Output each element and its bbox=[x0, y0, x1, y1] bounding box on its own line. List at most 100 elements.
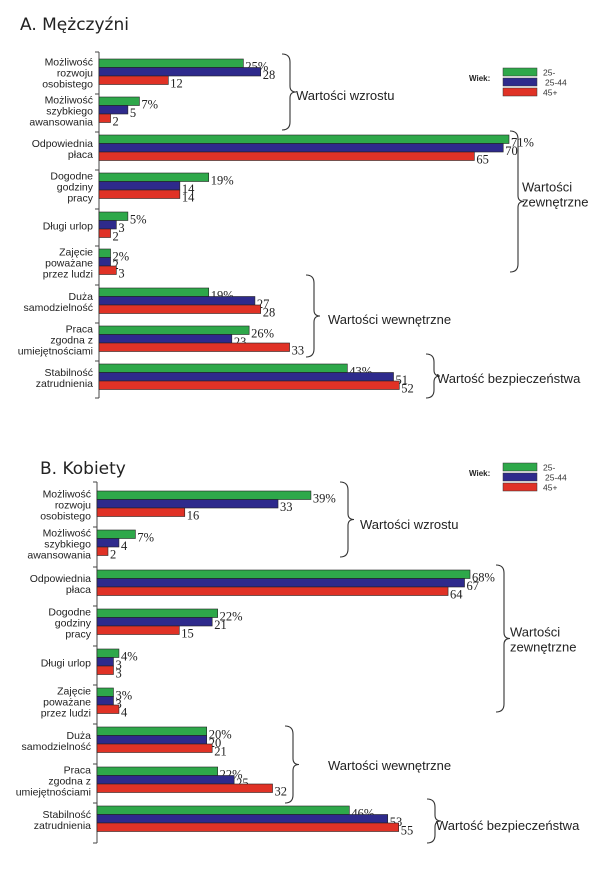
bar-45plus bbox=[96, 507, 186, 517]
bar-25minus44 bbox=[96, 657, 114, 667]
bar-25minus bbox=[96, 766, 218, 776]
category-label: Odpowiednia bbox=[30, 573, 91, 585]
data-label: 65 bbox=[476, 153, 489, 167]
legend-title: Wiek: bbox=[469, 74, 490, 83]
legend-swatch bbox=[502, 462, 538, 472]
bar-45plus bbox=[96, 665, 114, 675]
bar-25minus44 bbox=[96, 735, 208, 745]
category-label: szybkiego bbox=[46, 105, 93, 117]
data-label: 20% bbox=[209, 728, 232, 742]
data-label: 7% bbox=[137, 531, 154, 545]
category-label: samodzielność bbox=[24, 302, 93, 314]
bar-25minus bbox=[98, 211, 129, 221]
bar-25minus bbox=[96, 687, 114, 697]
legend-swatch bbox=[502, 67, 538, 77]
data-label: 28 bbox=[263, 306, 276, 320]
data-label: 67 bbox=[467, 579, 480, 593]
bar-45plus bbox=[96, 783, 273, 793]
category-label: przez ludzi bbox=[43, 268, 93, 280]
legend-swatch bbox=[502, 472, 538, 482]
group-label: Wartości bbox=[522, 180, 572, 195]
data-label: 5 bbox=[130, 106, 136, 120]
data-label: 68% bbox=[472, 571, 495, 585]
category-label: umiejętnościami bbox=[16, 786, 91, 798]
data-label: 70 bbox=[505, 144, 518, 158]
bar-45plus bbox=[98, 380, 400, 390]
legend-swatch bbox=[502, 87, 538, 97]
data-label: 2% bbox=[113, 250, 130, 264]
category-label: przez ludzi bbox=[41, 707, 91, 719]
category-label: szybkiego bbox=[44, 538, 91, 550]
panel-title: A. Mężczyźni bbox=[20, 15, 129, 35]
data-label: 3 bbox=[115, 697, 121, 711]
category-label: Stabilność bbox=[45, 367, 93, 379]
data-label: 64 bbox=[450, 588, 463, 602]
bar-25minus bbox=[96, 726, 208, 736]
group-brace bbox=[284, 725, 300, 804]
category-label: zgodna z bbox=[50, 334, 93, 346]
category-label: pracy bbox=[65, 628, 91, 640]
data-label: 2 bbox=[113, 230, 119, 244]
bar-25minus44 bbox=[98, 257, 111, 267]
legend-swatch bbox=[502, 482, 538, 492]
panel-title: B. Kobiety bbox=[40, 459, 126, 479]
data-label: 21 bbox=[214, 745, 227, 759]
data-label: 33 bbox=[280, 500, 293, 514]
bar-25minus44 bbox=[98, 296, 256, 306]
group-brace bbox=[509, 130, 525, 273]
data-label: 4% bbox=[121, 650, 138, 664]
category-label: Możliwość bbox=[45, 56, 93, 68]
data-label: 39% bbox=[313, 492, 336, 506]
data-label: 14 bbox=[182, 182, 195, 196]
bar-25minus44 bbox=[98, 220, 117, 230]
category-label: pracy bbox=[67, 192, 93, 204]
group-brace bbox=[495, 564, 511, 713]
group-label: zewnętrzne bbox=[510, 640, 576, 655]
legend-label: 45+ bbox=[543, 88, 557, 98]
category-label: zatrudnienia bbox=[36, 378, 93, 390]
legend-label: 25-44 bbox=[545, 473, 567, 483]
data-label: 21 bbox=[214, 618, 227, 632]
category-label: Dogodne bbox=[48, 606, 91, 618]
category-label: Możliwość bbox=[43, 488, 91, 500]
data-label: 2 bbox=[113, 115, 119, 129]
group-label: Wartość bezpieczeństwa bbox=[437, 371, 581, 386]
data-label: 33 bbox=[292, 344, 305, 358]
category-label: Praca bbox=[66, 323, 94, 335]
bar-25minus bbox=[98, 287, 210, 297]
category-label: awansowania bbox=[27, 549, 91, 561]
data-label: 2 bbox=[113, 258, 119, 272]
bar-45plus bbox=[96, 625, 180, 635]
bar-25minus bbox=[98, 96, 140, 106]
group-label: Wartości bbox=[510, 625, 560, 640]
data-label: 3 bbox=[115, 658, 121, 672]
category-label: Zajęcie bbox=[57, 685, 91, 697]
data-label: 26% bbox=[251, 327, 274, 341]
category-label: umiejętnościami bbox=[18, 345, 93, 357]
group-brace bbox=[305, 274, 321, 358]
legend-label: 45+ bbox=[543, 483, 557, 493]
category-label: osobistego bbox=[40, 510, 91, 522]
bar-25minus bbox=[96, 608, 218, 618]
data-label: 12 bbox=[170, 77, 183, 91]
data-label: 3 bbox=[115, 667, 121, 681]
legend-label: 25- bbox=[543, 68, 555, 78]
data-label: 71% bbox=[511, 136, 534, 150]
category-label: Stabilność bbox=[43, 809, 91, 821]
bar-45plus bbox=[96, 743, 213, 753]
category-label: awansowania bbox=[29, 116, 93, 128]
bar-25minus bbox=[98, 363, 348, 373]
category-label: Możliwość bbox=[45, 94, 93, 106]
bar-25minus44 bbox=[96, 578, 465, 588]
category-label: Dogodne bbox=[50, 170, 93, 182]
category-label: poważane bbox=[43, 696, 91, 708]
bar-45plus bbox=[96, 546, 109, 556]
data-label: 3% bbox=[115, 689, 132, 703]
group-label: Wartości wewnętrzne bbox=[328, 758, 451, 773]
category-label: płaca bbox=[68, 149, 93, 161]
data-label: 28 bbox=[263, 68, 276, 82]
bar-45plus bbox=[98, 342, 290, 352]
category-label: godziny bbox=[55, 617, 92, 629]
data-label: 52 bbox=[401, 382, 414, 396]
